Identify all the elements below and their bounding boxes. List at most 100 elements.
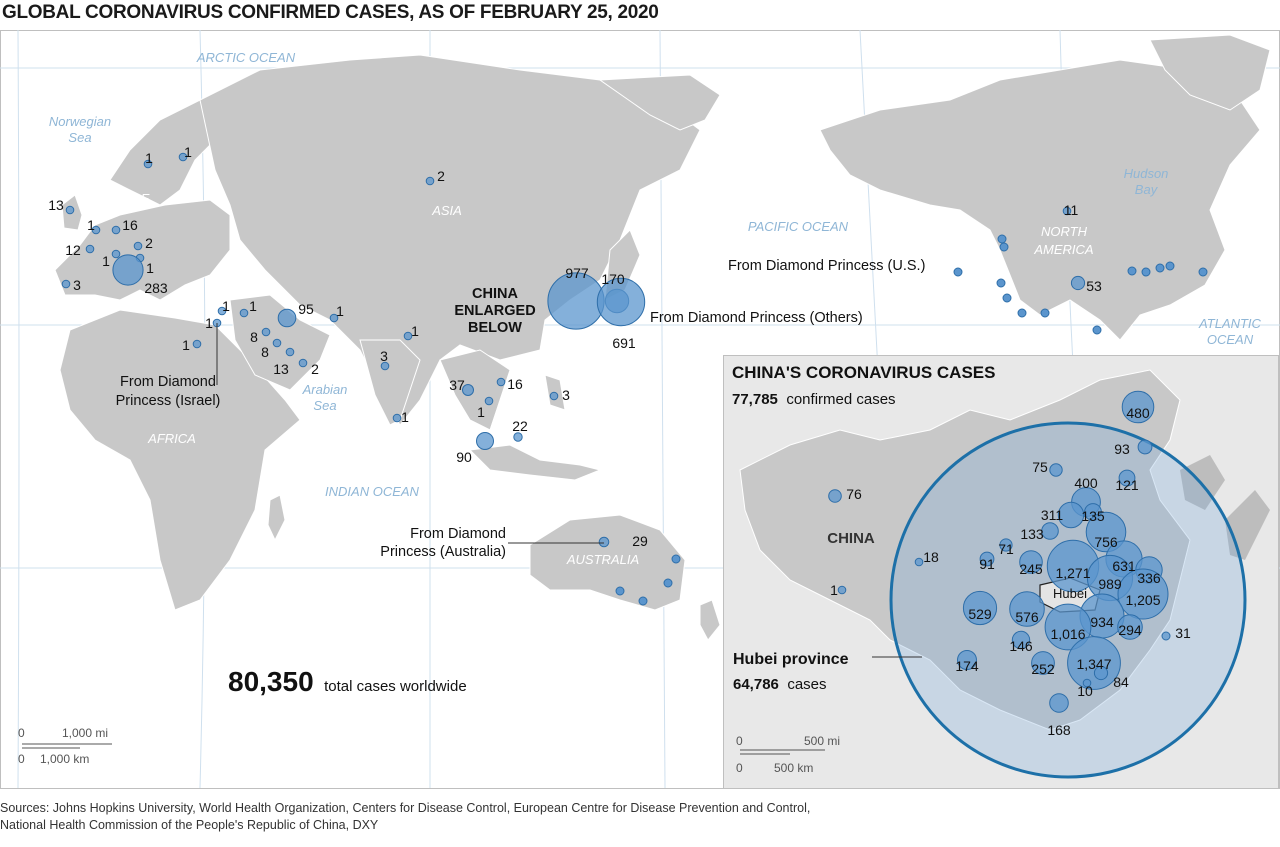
world-value-label: 90 (456, 449, 472, 465)
land-se-asia (439, 349, 511, 431)
world-bubble (143, 159, 153, 169)
ocean-label-arctic: ARCTIC OCEAN (196, 50, 296, 65)
inset-value-label: 146 (1009, 638, 1033, 654)
inset-bubble (957, 650, 977, 670)
world-bubble (285, 347, 295, 357)
inset-bubble (1117, 568, 1169, 620)
world-value-label: 95 (298, 301, 314, 317)
inset-value-label: 336 (1137, 570, 1161, 586)
world-value-label: 1 (205, 315, 213, 331)
inset-value-label: 31 (1175, 625, 1191, 641)
inset-scale-mi-zero: 0 (736, 734, 743, 748)
world-bubble (513, 432, 523, 442)
total-text: total cases worldwide (324, 678, 467, 695)
world-value-label: 1 (184, 144, 192, 160)
world-value-label: 2 (145, 235, 153, 251)
inset-bubbles (828, 390, 1171, 713)
inset-bubble (1121, 390, 1155, 424)
hubei-callout-title: Hubei province (733, 651, 849, 668)
inset-value-label: 75 (1032, 459, 1048, 475)
world-bubble (462, 384, 474, 396)
world-bubble (1155, 263, 1165, 273)
world-bubble (997, 234, 1007, 244)
world-bubble (1040, 308, 1050, 318)
world-value-label: 29 (632, 533, 648, 549)
world-value-label: 1 (336, 303, 344, 319)
world-bubble (996, 278, 1006, 288)
ocean-label-arabian-sea: Sea (313, 398, 336, 413)
world-value-label: 3 (73, 277, 81, 293)
inset-bubble (914, 557, 924, 567)
world-bubble (298, 358, 308, 368)
inset-value-label: 93 (1114, 441, 1130, 457)
land-nz (699, 599, 721, 641)
inset-bubble (1118, 469, 1136, 487)
inset-value-label: 311 (1041, 507, 1064, 523)
sources-line-1: Sources: Johns Hopkins University, World… (0, 801, 811, 815)
world-bubble (484, 396, 494, 406)
inset-value-label: 10 (1077, 683, 1093, 699)
world-bubble (953, 267, 963, 277)
continent-labels: EUROPE ASIA AFRICA NORTH AMERICA AUSTRAL… (95, 191, 1094, 567)
hubei-callout-value: 64,786 (733, 676, 779, 693)
world-bubble (277, 308, 297, 328)
world-value-label: 16 (122, 217, 138, 233)
inset-bubble (1041, 522, 1059, 540)
world-bubble (329, 313, 339, 323)
inset-bubble (979, 551, 995, 567)
world-bubble (85, 244, 95, 254)
world-bubble (1070, 275, 1086, 291)
inset-bubble (828, 489, 842, 503)
world-value-label: 22 (512, 418, 528, 434)
world-bubble (1062, 206, 1072, 216)
inset-bubble (1031, 651, 1055, 675)
world-bubble (61, 279, 71, 289)
world-value-label: 691 (612, 335, 636, 351)
world-value-label: 1 (411, 323, 419, 339)
world-value-label: 1 (146, 260, 154, 276)
world-value-label: 2 (437, 168, 445, 184)
inset-bubble (962, 590, 998, 626)
china-enlarged-line3: BELOW (468, 320, 522, 336)
ocean-labels: ARCTIC OCEAN Norwegian Sea PACIFIC OCEAN… (49, 50, 1262, 499)
world-bubble (549, 391, 559, 401)
ocean-label-atlantic-ocean: OCEAN (1207, 332, 1254, 347)
world-bubble (111, 225, 121, 235)
world-bubble (192, 339, 202, 349)
continent-label-asia: ASIA (431, 203, 462, 218)
land-madagascar (267, 494, 286, 542)
continent-label-africa: AFRICA (147, 431, 196, 446)
callout-diamond-israel-line1: From Diamond (120, 374, 216, 390)
inset-value-label: 1,347 (1076, 656, 1111, 672)
total-value: 80,350 (228, 666, 314, 697)
world-bubble (615, 586, 625, 596)
callout-diamond-australia-line2: Princess (Australia) (380, 544, 506, 560)
world-value-label: 53 (1086, 278, 1102, 294)
continent-label-australia: AUSTRALIA (566, 552, 639, 567)
inset-value-label: 133 (1020, 526, 1044, 542)
inset-bubble (1044, 603, 1092, 651)
land-greenland (1149, 34, 1271, 111)
inset-bubble (1082, 678, 1092, 688)
inset-bubble (1161, 631, 1171, 641)
world-bubble (1002, 293, 1012, 303)
callout-diamond-others: From Diamond Princess (Others) (650, 310, 863, 326)
inset-confirmed-text: confirmed cases (786, 391, 895, 408)
ocean-label-hudson-bay: Bay (1135, 182, 1159, 197)
world-bubble (476, 432, 494, 450)
callout-diamond-us: From Diamond Princess (U.S.) (728, 258, 925, 274)
land-indonesia (468, 444, 602, 481)
inset-value-label: 294 (1118, 622, 1142, 638)
callout-diamond-australia-line1: From Diamond (410, 526, 506, 542)
world-value-label: 1 (87, 217, 95, 233)
ocean-label-indian: INDIAN OCEAN (325, 484, 420, 499)
hubei-callout: 64,786 cases (733, 676, 827, 693)
world-bubble (380, 361, 390, 371)
world-value-label: 283 (144, 280, 168, 296)
scale-mi-zero: 0 (18, 726, 25, 740)
world-bubble (272, 338, 282, 348)
ocean-label-norwegian: Norwegian (49, 114, 111, 129)
world-bubble (1092, 325, 1102, 335)
inset-scale-km-zero: 0 (736, 761, 743, 775)
